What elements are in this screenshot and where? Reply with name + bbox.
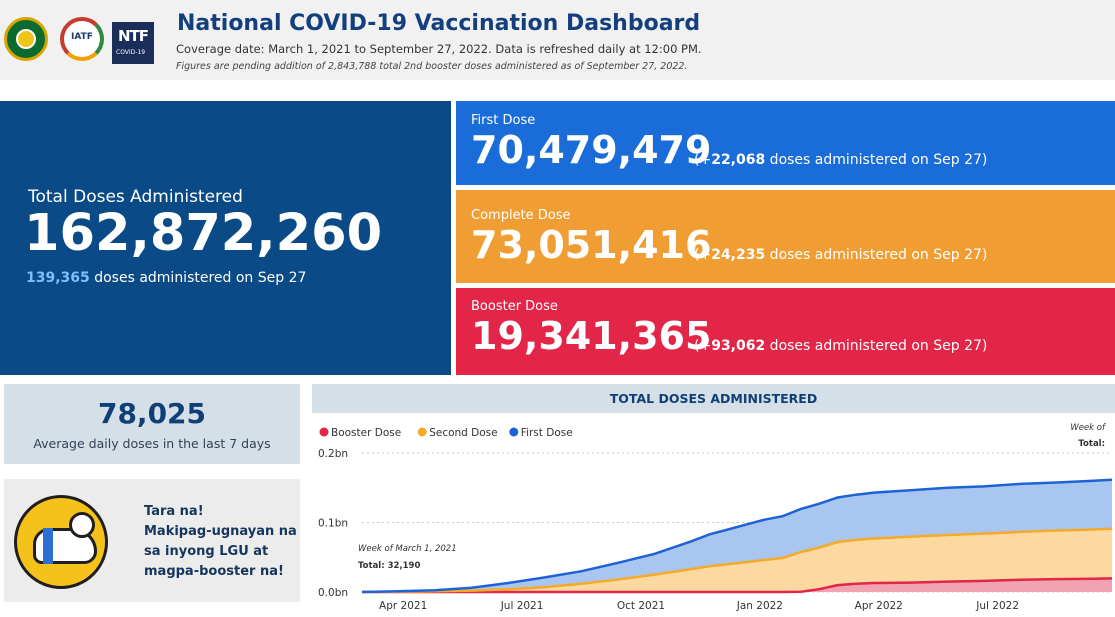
complete-dose-value: 73,051,416: [471, 223, 712, 267]
second-dose-area: [362, 528, 1112, 592]
legend-dot: [417, 427, 427, 437]
total-doses-value: 162,872,260: [24, 204, 383, 263]
total-daily-value: 139,365: [26, 270, 90, 286]
legend-dot: [509, 427, 519, 437]
y-tick-label: 0.1bn: [318, 518, 348, 530]
chart-legend: Booster Dose Second Dose First Dose: [319, 427, 573, 439]
chart-areas: [362, 479, 1112, 592]
booster-area: [362, 578, 1112, 592]
first-dose-label: First Dose: [471, 113, 536, 128]
complete-dose-delta: (+24,235 doses administered on Sep 27): [694, 247, 988, 263]
chart-title: TOTAL DOSES ADMINISTERED: [609, 391, 818, 406]
first-dose-area: [362, 479, 1112, 592]
booster-line: [362, 577, 1113, 594]
average-daily-card: 78,025 Average daily doses in the last 7…: [4, 384, 300, 464]
legend-label: Booster Dose: [331, 427, 401, 439]
iatf-logo: IATF: [60, 17, 104, 61]
legend-label: First Dose: [521, 427, 573, 439]
total-doses-card: Total Doses Administered 162,872,260 139…: [0, 101, 451, 375]
promo-text: Tara na! Makipag-ugnayan na sa inyong LG…: [144, 504, 297, 579]
x-tick-label: Jul 2021: [500, 600, 544, 612]
complete-dose-card: Complete Dose 73,051,416 (+24,235 doses …: [456, 190, 1115, 283]
legend-label: Second Dose: [429, 427, 497, 439]
average-daily-value: 78,025: [97, 397, 207, 430]
tooltip-left-title: Week of March 1, 2021: [358, 544, 457, 554]
chart-header: TOTAL DOSES ADMINISTERED: [312, 384, 1115, 413]
tooltip-right-total: Total:: [1078, 439, 1105, 449]
flexed-arm-icon: [14, 495, 108, 589]
first-dose-card: First Dose 70,479,479 (+22,068 doses adm…: [456, 101, 1115, 185]
x-tick-label: Oct 2021: [617, 600, 665, 612]
tooltip-right-title: Week of: [1070, 423, 1107, 433]
x-tick-label: Apr 2021: [379, 600, 427, 612]
x-tick-label: Jan 2022: [736, 600, 783, 612]
page-title: National COVID-19 Vaccination Dashboard: [177, 11, 701, 36]
total-daily-text: doses administered on Sep 27: [89, 270, 307, 286]
booster-dose-label: Booster Dose: [471, 299, 558, 314]
second-dose-line: [361, 527, 1113, 594]
header-bar: IATF NTF COVID-19 National COVID-19 Vacc…: [0, 0, 1115, 80]
x-tick-label: Jul 2022: [975, 600, 1019, 612]
first-dose-delta: (+22,068 doses administered on Sep 27): [694, 152, 988, 168]
legend-dot: [319, 427, 329, 437]
complete-dose-label: Complete Dose: [471, 208, 571, 223]
booster-dose-card: Booster Dose 19,341,365 (+93,062 doses a…: [456, 288, 1115, 375]
y-tick-label: 0.2bn: [318, 448, 348, 460]
chart-annotations: Week of March 1, 2021 Total: 32,190 Week…: [358, 423, 1107, 571]
chart-x-axis: Apr 2021 Jul 2021 Oct 2021 Jan 2022 Apr 2022…: [379, 600, 1019, 612]
chart-lines: [361, 478, 1113, 594]
booster-dose-delta: (+93,062 doses administered on Sep 27): [694, 338, 988, 354]
pending-booster-note: Figures are pending addition of 2,843,78…: [176, 61, 688, 72]
total-doses-area-chart[interactable]: Booster Dose Second Dose First Dose Apr 20…: [312, 413, 1115, 617]
total-daily-doses: 139,365 doses administered on Sep 27: [26, 270, 306, 286]
ntf-covid19-logo: NTF COVID-19: [112, 22, 154, 64]
booster-promo-card: Tara na! Makipag-ugnayan na sa inyong LG…: [4, 479, 300, 602]
tooltip-left-total: Total: 32,190: [358, 561, 420, 571]
first-dose-value: 70,479,479: [471, 128, 712, 172]
first-dose-line: [361, 478, 1113, 594]
doh-seal-logo: [4, 17, 48, 61]
y-tick-label: 0.0bn: [318, 587, 348, 599]
chart-y-axis: 0.0bn 0.1bn 0.2bn: [318, 448, 348, 599]
total-doses-label: Total Doses Administered: [28, 187, 243, 207]
x-tick-label: Apr 2022: [855, 600, 903, 612]
coverage-date-text: Coverage date: March 1, 2021 to Septembe…: [176, 42, 702, 56]
average-daily-label: Average daily doses in the last 7 days: [33, 436, 271, 451]
booster-dose-value: 19,341,365: [471, 314, 712, 358]
